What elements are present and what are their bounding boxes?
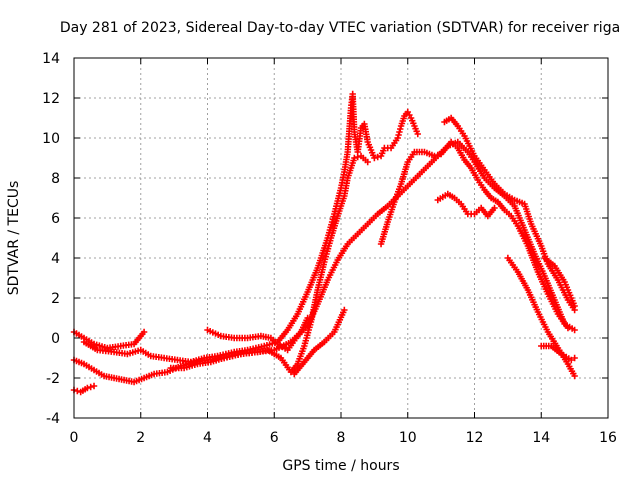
y-tick-label: 10 (42, 131, 60, 147)
data-point (571, 326, 578, 334)
data-points (70, 90, 578, 396)
y-tick-labels: -4 -2 0 2 4 6 8 10 12 14 (42, 51, 60, 427)
data-point (571, 302, 578, 310)
x-tick-label: 14 (532, 430, 550, 446)
x-tick-label: 2 (136, 430, 145, 446)
series-sat-c (70, 382, 98, 396)
data-point (564, 324, 572, 332)
series-sat-m (538, 342, 578, 364)
data-point (87, 383, 94, 391)
data-point (90, 382, 98, 390)
series-sat-l (541, 254, 578, 310)
y-tick-label: 0 (51, 331, 60, 347)
y-tick-label: 14 (42, 51, 60, 67)
y-tick-label: -4 (46, 411, 60, 427)
data-point (396, 128, 403, 136)
series-sat-h (377, 138, 572, 332)
x-tick-label: 6 (270, 430, 279, 446)
data-point (571, 372, 578, 380)
y-tick-label: 8 (51, 171, 60, 187)
y-tick-label: 12 (42, 91, 60, 107)
series-sat-k (504, 254, 578, 380)
data-point (371, 154, 378, 162)
x-tick-label: 4 (203, 430, 212, 446)
x-tick-label: 8 (337, 430, 346, 446)
data-point (395, 131, 402, 139)
data-point (354, 153, 361, 161)
series-sat-d (80, 90, 421, 366)
data-point (491, 204, 498, 212)
series-sat-f (204, 138, 578, 354)
data-point (374, 153, 381, 161)
x-tick-label: 10 (399, 430, 417, 446)
y-tick-label: 4 (51, 251, 60, 267)
x-tick-label: 12 (466, 430, 484, 446)
series-sat-a (70, 328, 148, 352)
data-point (140, 328, 148, 336)
x-tick-labels: 0 2 4 6 8 10 12 14 16 (70, 430, 617, 446)
x-axis-label: GPS time / hours (282, 458, 399, 474)
data-point (341, 306, 348, 314)
data-point (84, 384, 91, 392)
x-tick-label: 16 (599, 430, 617, 446)
data-point (568, 356, 575, 364)
x-tick-label: 0 (70, 430, 79, 446)
y-axis-label: SDTVAR / TECUs (6, 181, 22, 296)
series-sat-g (291, 306, 348, 378)
data-point (571, 354, 578, 362)
series-sat-j (434, 190, 498, 220)
chart-title: Day 281 of 2023, Sidereal Day-to-day VTE… (60, 20, 620, 36)
data-point (394, 134, 401, 142)
data-point (364, 158, 371, 166)
y-tick-label: 2 (51, 291, 60, 307)
data-point (74, 387, 81, 395)
data-point (351, 154, 358, 162)
data-point (414, 130, 421, 138)
y-tick-label: 6 (51, 211, 60, 227)
data-point (397, 125, 404, 133)
series-sat-i (441, 114, 578, 314)
data-point (434, 151, 441, 159)
y-tick-label: -2 (46, 371, 60, 387)
axis-ticks (73, 57, 609, 419)
data-point (431, 152, 438, 160)
